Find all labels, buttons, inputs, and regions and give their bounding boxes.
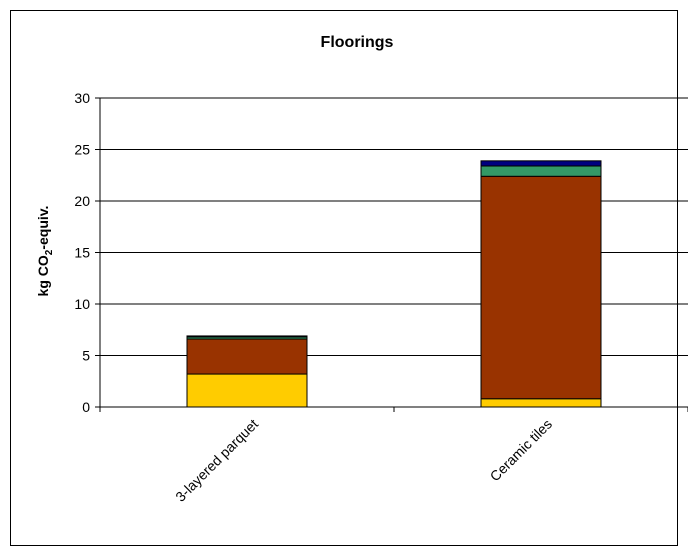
y-tick-label: 10 (74, 296, 90, 312)
y-tick-label: 30 (74, 90, 90, 106)
y-tick-labels: 0 5 10 15 20 25 30 (74, 90, 90, 415)
bars (186, 160, 602, 408)
y-tick-label: 15 (74, 245, 90, 261)
axes (95, 97, 688, 412)
bar-segment (186, 338, 308, 375)
bar-segment (480, 160, 602, 167)
y-tick-label: 25 (74, 142, 90, 158)
x-tick-labels: 3-layered parquet Ceramic tiles (172, 416, 555, 505)
y-tick-label: 20 (74, 193, 90, 209)
y-axis-label: kg CO2-equiv. (35, 206, 55, 297)
y-tick-label: 5 (82, 348, 90, 364)
chart-title: Floorings (321, 34, 394, 51)
bar-segment (186, 335, 308, 338)
x-tick-label: 3-layered parquet (172, 416, 261, 505)
bar-segment (480, 175, 602, 400)
bar-segment (480, 165, 602, 177)
bar-segment (480, 398, 602, 408)
y-tick-label: 0 (82, 399, 90, 415)
x-tick-label: Ceramic tiles (487, 416, 556, 485)
bar-segment (186, 373, 308, 408)
